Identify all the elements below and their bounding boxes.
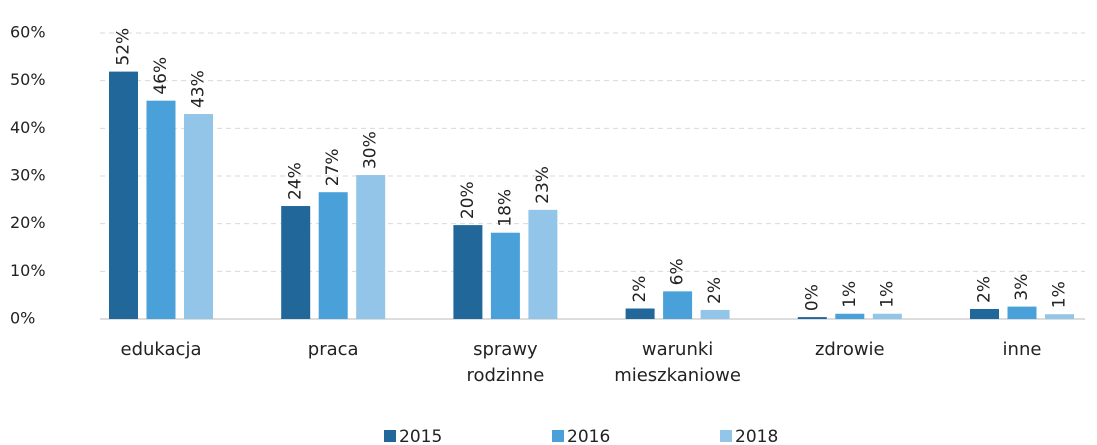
value-label: 18% bbox=[495, 189, 515, 227]
legend-swatch bbox=[552, 430, 564, 442]
bar bbox=[835, 313, 865, 319]
y-tick-label: 40% bbox=[10, 118, 46, 137]
value-label: 3% bbox=[1012, 274, 1032, 301]
value-label: 46% bbox=[151, 57, 171, 95]
value-label: 1% bbox=[877, 281, 897, 308]
bar bbox=[356, 175, 386, 319]
bar bbox=[184, 114, 213, 320]
x-tick-label: zdrowie bbox=[815, 339, 885, 360]
bar bbox=[797, 317, 827, 319]
value-label: 0% bbox=[802, 284, 822, 311]
bar bbox=[490, 232, 520, 319]
value-label: 24% bbox=[286, 162, 306, 200]
x-tick-label: sprawy rodzinne bbox=[467, 339, 545, 386]
y-tick-label: 20% bbox=[10, 213, 46, 232]
legend-label: 2015 bbox=[399, 427, 442, 445]
value-label: 2% bbox=[975, 276, 995, 303]
legend-label: 2018 bbox=[735, 427, 778, 445]
value-label: 30% bbox=[361, 131, 381, 169]
value-label: 2% bbox=[630, 276, 650, 303]
bar bbox=[625, 308, 655, 319]
bar bbox=[872, 313, 902, 319]
x-tick-label: inne bbox=[1003, 339, 1042, 360]
y-tick-label: 60% bbox=[10, 23, 46, 42]
x-tick-label: praca bbox=[308, 339, 359, 360]
value-label: 20% bbox=[458, 181, 478, 219]
bar bbox=[109, 71, 138, 319]
bar bbox=[318, 192, 348, 319]
bar bbox=[146, 100, 176, 319]
x-tick-label: warunki mieszkaniowe bbox=[614, 339, 741, 386]
y-tick-label: 10% bbox=[10, 261, 46, 280]
y-tick-label: 50% bbox=[10, 70, 46, 89]
value-label: 6% bbox=[668, 258, 688, 285]
x-tick-label: edukacja bbox=[121, 339, 202, 360]
value-label: 27% bbox=[323, 148, 343, 186]
bar bbox=[663, 291, 693, 319]
value-label: 1% bbox=[1050, 281, 1070, 308]
bar bbox=[453, 225, 483, 319]
bar bbox=[970, 308, 999, 319]
value-label: 52% bbox=[114, 28, 134, 66]
y-tick-label: 0% bbox=[10, 309, 35, 328]
bar bbox=[281, 206, 311, 319]
bar bbox=[1007, 306, 1037, 319]
legend-swatch bbox=[384, 430, 396, 442]
value-label: 43% bbox=[189, 70, 209, 108]
legend-swatch bbox=[720, 430, 732, 442]
value-label: 2% bbox=[705, 277, 725, 304]
bar bbox=[1045, 314, 1074, 319]
y-tick-label: 30% bbox=[10, 166, 46, 185]
bar bbox=[528, 209, 558, 319]
value-label: 1% bbox=[840, 281, 860, 308]
legend-label: 2016 bbox=[567, 427, 610, 445]
bar bbox=[700, 309, 730, 319]
value-label: 23% bbox=[533, 166, 553, 204]
